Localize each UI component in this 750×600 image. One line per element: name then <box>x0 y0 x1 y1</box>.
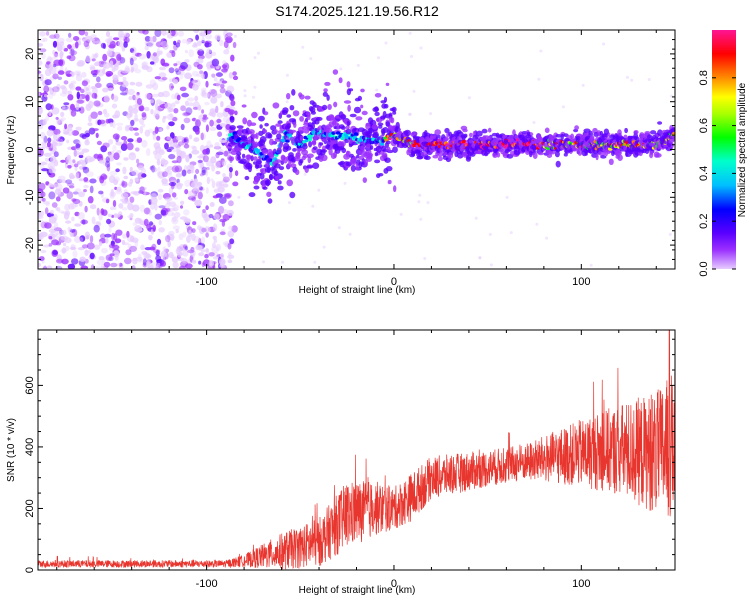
snr-x-label: Height of straight line (km) <box>299 585 416 596</box>
snr-series-line <box>38 330 675 570</box>
x-tick-label: 0 <box>391 578 397 590</box>
colorbar-gradient <box>712 30 736 269</box>
y-tick-label: 20 <box>24 48 36 60</box>
x-tick-label: -100 <box>196 276 218 288</box>
x-tick-label: 100 <box>572 276 590 288</box>
colorbar: 0.0 0.2 0.4 0.6 0.8 Normalized spectral ampl… <box>698 30 748 277</box>
chart-title: S174.2025.121.19.56.R12 <box>275 3 439 19</box>
snr-y-label: SNR (10 * v/v) <box>6 418 17 482</box>
y-tick-label: 600 <box>24 376 36 394</box>
heatmap-x-label: Height of straight line (km) <box>299 285 416 296</box>
y-tick-label: 0 <box>24 567 36 573</box>
colorbar-tick-label: 0.6 <box>698 118 710 133</box>
colorbar-tick-label: 0.8 <box>698 70 710 85</box>
y-tick-label: 200 <box>24 499 36 517</box>
snr-panel: -100 0 100 0 200 400 600 Height of straight li… <box>6 329 676 596</box>
x-tick-label: 0 <box>391 276 397 288</box>
snr-ticks: -100 0 100 0 200 400 600 <box>24 330 675 590</box>
y-tick-label: 400 <box>24 438 36 456</box>
heatmap-y-label: Frequency (Hz) <box>6 116 17 185</box>
colorbar-tick-label: 0.4 <box>698 166 710 181</box>
snr-frame <box>37 329 676 571</box>
colorbar-tick-label: 0.2 <box>698 214 710 229</box>
y-tick-label: 0 <box>24 146 36 152</box>
y-tick-label: -20 <box>24 237 36 253</box>
heatmap-cells <box>38 30 675 269</box>
x-tick-label: 100 <box>572 578 590 590</box>
y-tick-label: 10 <box>24 96 36 108</box>
colorbar-label: Normalized spectral amplitude <box>737 82 748 217</box>
x-tick-label: -100 <box>196 578 218 590</box>
colorbar-ticks: 0.0 0.2 0.4 0.6 0.8 <box>698 70 736 277</box>
y-tick-label: -10 <box>24 189 36 205</box>
colorbar-tick-label: 0.0 <box>698 261 710 276</box>
